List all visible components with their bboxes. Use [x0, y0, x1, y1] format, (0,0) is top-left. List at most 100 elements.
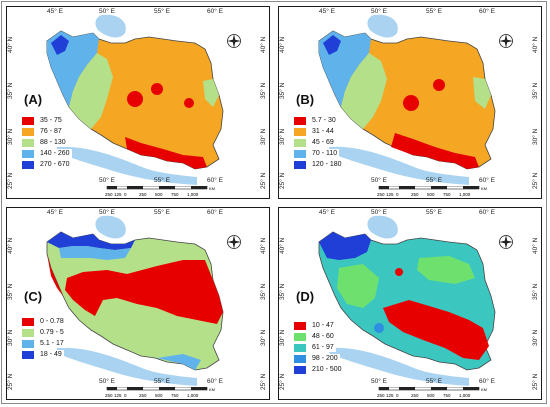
scale-tick: 750	[171, 192, 179, 197]
lat-tick: 25° N	[279, 172, 286, 189]
legend-item: 140 - 260	[22, 148, 72, 159]
scale-tick: 500	[155, 192, 163, 197]
zone-red-spot-a3	[184, 98, 194, 108]
zone-green-a	[69, 53, 113, 129]
legend-swatch	[22, 116, 34, 125]
legend-swatch	[22, 138, 34, 147]
legend-label: 61 - 97	[310, 343, 336, 352]
panel-label: (A)	[23, 92, 44, 107]
lat-tick: 30° N	[260, 329, 267, 346]
map-panel-b: 45° E 50° E 55° E 60° E 50° E 55° E 60° …	[278, 6, 542, 199]
persian-gulf	[329, 146, 469, 185]
lat-tick: 30° N	[279, 329, 286, 346]
legend-swatch	[294, 160, 306, 169]
lon-tick: 50° E	[371, 8, 387, 15]
lat-tick: 25° N	[532, 373, 539, 390]
lat-tick: 25° N	[7, 172, 14, 189]
lon-tick: 50° E	[99, 8, 115, 15]
legend-swatch	[22, 317, 34, 326]
legend-item: 98 - 200	[294, 353, 344, 364]
lon-tick: 45° E	[47, 209, 63, 216]
legend-swatch	[22, 127, 34, 136]
legend-swatch	[22, 149, 34, 158]
legend-label: 31 - 44	[310, 127, 336, 136]
scale-tick: 250	[377, 192, 385, 197]
lon-tick: 60° E	[207, 177, 223, 184]
scale-tick: 0	[396, 393, 399, 398]
legend-swatch	[22, 350, 34, 359]
legend-item: 88 - 130	[22, 137, 72, 148]
scale-tick: 500	[155, 393, 163, 398]
legend-label: 76 - 87	[38, 127, 64, 136]
zone-red-spot-a2	[151, 83, 163, 95]
scale-tick: 500	[427, 393, 435, 398]
north-arrow-icon	[227, 34, 241, 48]
legend-swatch	[294, 116, 306, 125]
scale-tick: 250	[411, 192, 419, 197]
panel-label: (C)	[23, 289, 44, 304]
legend-label: 35 - 75	[38, 116, 64, 125]
scale-tick: 125	[386, 393, 394, 398]
legend-item: 31 - 44	[294, 126, 344, 137]
lat-tick: 35° N	[260, 82, 267, 99]
lon-tick: 55° E	[426, 378, 442, 385]
iran-map-c	[7, 208, 269, 399]
legend-item: 48 - 60	[294, 331, 344, 342]
lon-tick: 60° E	[479, 177, 495, 184]
zone-red-spot-d	[395, 268, 403, 276]
scale-tick: 0	[396, 192, 399, 197]
zone-green-east-b	[473, 77, 491, 109]
lat-tick: 40° N	[7, 237, 14, 254]
lon-tick: 60° E	[479, 209, 495, 216]
persian-gulf	[329, 347, 469, 386]
lat-tick: 40° N	[260, 237, 267, 254]
scale-tick: 0	[124, 393, 127, 398]
legend-label: 18 - 49	[38, 350, 64, 359]
zone-green-east-a	[203, 79, 219, 107]
lat-tick: 35° N	[7, 283, 14, 300]
zone-red-spot-b	[403, 95, 419, 111]
map-panel-d: 45° E 50° E 55° E 60° E 50° E 55° E 60° …	[278, 207, 542, 400]
scale-bar: 250 125 0 250 500 750 1,000 KM	[105, 387, 215, 398]
zone-blue-spot-d	[374, 323, 384, 333]
lat-tick: 25° N	[260, 172, 267, 189]
scale-tick: 125	[386, 192, 394, 197]
lon-tick: 50° E	[371, 177, 387, 184]
scale-tick: 125	[114, 393, 122, 398]
north-arrow-icon	[499, 235, 513, 249]
scale-tick: 250	[105, 192, 113, 197]
legend: 35 - 75 76 - 87 88 - 130 140 - 260 270 -…	[22, 115, 72, 170]
legend-label: 45 - 69	[310, 138, 336, 147]
scale-tick: 250	[105, 393, 113, 398]
lon-tick: 55° E	[426, 8, 442, 15]
lat-tick: 40° N	[532, 237, 539, 254]
lat-tick: 25° N	[279, 373, 286, 390]
scale-unit: KM	[209, 186, 215, 191]
legend-swatch	[294, 127, 306, 136]
scale-unit: KM	[481, 387, 487, 392]
map-panel-a: 45° E 50° E 55° E 60° E 50° E 55° E 60° …	[6, 6, 270, 199]
caspian-sea	[367, 14, 398, 38]
lon-tick: 45° E	[47, 8, 63, 15]
zone-red-south-a	[125, 137, 207, 169]
zone-red-spot-a	[127, 91, 143, 107]
scale-tick: 1,000	[459, 393, 471, 398]
legend-item: 61 - 97	[294, 342, 344, 353]
lat-tick: 35° N	[279, 283, 286, 300]
legend: 0 - 0.78 0.79 - 5 5.1 - 17 18 - 49	[22, 316, 66, 360]
legend-swatch	[294, 343, 306, 352]
north-arrow-icon	[227, 235, 241, 249]
lat-tick: 25° N	[7, 373, 14, 390]
zone-red-c	[65, 260, 223, 324]
lat-tick: 40° N	[279, 36, 286, 53]
lon-tick: 45° E	[319, 8, 335, 15]
legend-item: 10 - 47	[294, 320, 344, 331]
lon-tick: 60° E	[207, 209, 223, 216]
legend-item: 76 - 87	[22, 126, 72, 137]
scale-tick: 750	[443, 393, 451, 398]
map-panel-c: 45° E 50° E 55° E 60° E 50° E 55° E 60° …	[6, 207, 270, 400]
zone-darkblue-nw-d	[319, 232, 371, 260]
legend-label: 0.79 - 5	[38, 328, 66, 337]
zone-red-south-b	[391, 133, 479, 169]
legend-item: 70 - 110	[294, 148, 344, 159]
